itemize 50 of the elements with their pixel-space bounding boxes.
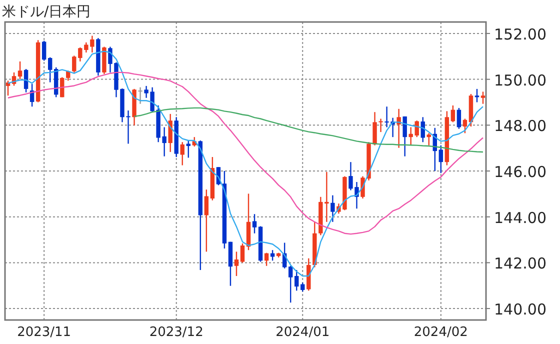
candlestick [294,269,299,292]
candlestick [288,265,293,304]
ytick: 144.00 [494,208,546,227]
candlestick [90,35,94,54]
candlestick [186,140,190,158]
candlestick [144,85,148,98]
candlestick [480,91,486,104]
candlestick [138,86,142,104]
candlestick [18,60,22,80]
candlestick [72,55,76,74]
candlestick [234,251,239,277]
title: 米ドル/日本円 [2,4,91,20]
candlestick [84,42,88,54]
xtick: 2023/12 [149,325,204,340]
candlestick [384,106,389,128]
candlestick [180,142,184,166]
xtick: 2024/02 [414,325,468,340]
ytick: 150.00 [494,71,546,90]
candlestick [324,171,329,222]
ytick: 148.00 [494,117,546,136]
candlestick [264,252,269,266]
candlestick [330,194,335,222]
candlestick [426,132,431,146]
candlestick [78,46,82,62]
candlestick [108,46,112,74]
candlestick [408,126,413,146]
candlestick [240,242,245,264]
candlestick [360,176,365,200]
candlestick [378,118,383,133]
candlestick [354,181,359,210]
candlestick [456,107,462,130]
candlestick [462,118,468,134]
candlestick [48,56,52,83]
candlestick [162,126,166,157]
candlestick [402,116,407,157]
candlestick [150,86,154,113]
candlestick [204,188,209,252]
candlestick [450,104,456,123]
candlestick [348,161,353,191]
ytick: 140.00 [494,300,546,319]
candlestick [168,113,172,153]
candlestick [372,111,377,146]
candlestick [126,110,130,144]
xtick: 2023/11 [17,325,72,340]
ytick: 142.00 [494,254,546,273]
xtick: 2024/01 [276,325,330,340]
ytick: 152.00 [494,25,546,44]
candlestick [252,213,257,234]
candlestick [438,144,444,174]
ytick: 146.00 [494,163,546,181]
